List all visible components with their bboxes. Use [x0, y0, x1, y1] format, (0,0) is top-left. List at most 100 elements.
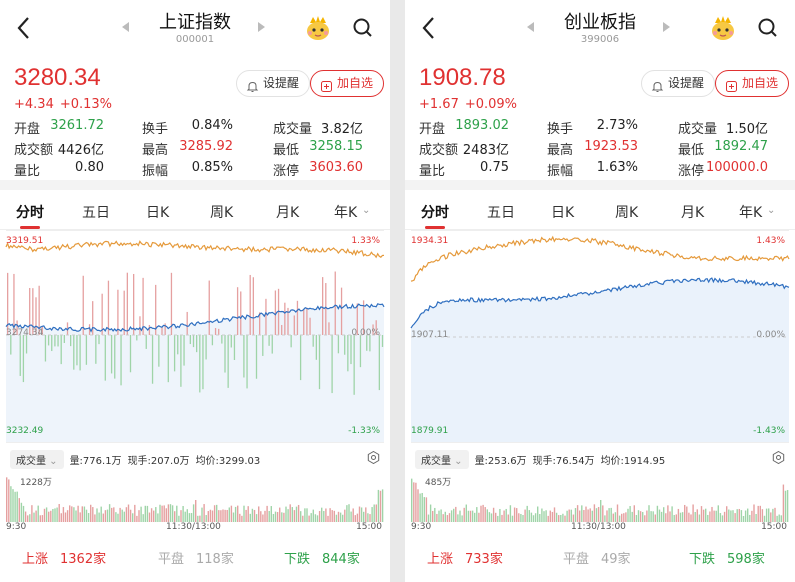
- settings-gear-icon[interactable]: [772, 450, 785, 465]
- add-watchlist-label: 加自选: [337, 76, 374, 90]
- volume-bar: [585, 506, 587, 522]
- change-amount: +1.67: [419, 97, 459, 112]
- time-close: 15:00: [356, 522, 382, 532]
- add-watchlist-button[interactable]: 加自选: [715, 70, 790, 97]
- volume-bar: [757, 505, 759, 522]
- volume-select-button[interactable]: 成交量 ⌄: [10, 450, 64, 469]
- set-alert-button[interactable]: 设提醒: [641, 70, 716, 97]
- tab-period[interactable]: 月K: [276, 205, 300, 221]
- volume-bar: [520, 513, 522, 522]
- volume-bar: [29, 514, 31, 522]
- volume-chart-svg: [411, 478, 789, 522]
- volume-bar: [58, 504, 60, 522]
- back-arrow-icon[interactable]: [12, 14, 36, 42]
- tab-period[interactable]: 分时: [16, 205, 44, 221]
- volume-bar: [770, 512, 772, 522]
- prev-index-icon[interactable]: [122, 22, 129, 32]
- volume-bar: [314, 514, 317, 522]
- volume-bar: [530, 512, 533, 522]
- prev-index-icon[interactable]: [527, 22, 534, 32]
- volume-bar: [253, 509, 256, 522]
- volume-bar: [740, 510, 743, 522]
- index-title: 创业板指: [564, 12, 636, 33]
- stat-label: 开盘: [14, 122, 41, 137]
- volume-select-button[interactable]: 成交量 ⌄: [415, 450, 469, 469]
- volume-bar: [108, 504, 111, 522]
- volume-bar: [679, 512, 682, 522]
- volume-bar: [665, 513, 667, 522]
- volume-bar: [751, 510, 753, 522]
- volume-bar: [673, 514, 675, 522]
- volume-bar: [610, 507, 612, 522]
- volume-bar: [772, 508, 774, 522]
- tab-period[interactable]: 月K: [681, 205, 705, 221]
- tick-bar: [22, 335, 25, 383]
- volume-bar: [551, 511, 554, 522]
- set-alert-button[interactable]: 设提醒: [236, 70, 311, 97]
- mascot-icon[interactable]: [304, 14, 332, 42]
- volume-bar: [205, 515, 207, 522]
- volume-bar: [461, 515, 463, 522]
- tab-period[interactable]: 周K: [210, 205, 234, 221]
- volume-bar: [211, 510, 214, 522]
- volume-bar: [736, 509, 738, 522]
- tab-period[interactable]: 五日: [82, 205, 110, 221]
- tick-bar: [246, 335, 248, 389]
- chevron-down-icon: ⌄: [451, 456, 463, 467]
- top-header: 上证指数 000001: [0, 0, 390, 56]
- tab-period[interactable]: 日K: [146, 205, 170, 221]
- volume-bar: [432, 510, 434, 522]
- tick-bar: [369, 335, 371, 352]
- chevron-down-icon[interactable]: ⌄: [767, 205, 776, 216]
- next-index-icon[interactable]: [258, 22, 265, 32]
- volume-bar: [448, 513, 451, 522]
- volume-bar: [209, 509, 212, 522]
- volume-bar: [421, 492, 423, 522]
- tab-period[interactable]: 年K: [334, 205, 358, 221]
- volume-bar: [98, 512, 100, 522]
- mascot-icon[interactable]: [709, 14, 737, 42]
- volume-bar: [8, 479, 10, 522]
- volume-bar: [774, 507, 776, 522]
- volume-bar: [134, 504, 136, 522]
- axis-mid-right: 0.00%: [756, 330, 785, 340]
- volume-bar: [560, 515, 562, 522]
- axis-top-left: 3319.51: [6, 236, 44, 246]
- bell-icon: [246, 77, 259, 92]
- tab-period[interactable]: 五日: [487, 205, 515, 221]
- tab-period[interactable]: 周K: [615, 205, 639, 221]
- tab-period[interactable]: 日K: [551, 205, 575, 221]
- volume-bar: [465, 504, 467, 522]
- tick-bar: [240, 291, 242, 335]
- volume-bar: [434, 507, 436, 522]
- settings-gear-icon[interactable]: [367, 450, 380, 465]
- volume-bar: [104, 510, 107, 522]
- tick-bar: [57, 335, 59, 347]
- avg-area: [6, 303, 384, 443]
- tab-period[interactable]: 年K: [739, 205, 763, 221]
- tick-bar: [189, 335, 191, 345]
- tick-bar: [10, 335, 12, 355]
- volume-bar: [274, 511, 277, 522]
- tick-bar: [196, 335, 198, 353]
- back-arrow-icon[interactable]: [417, 14, 441, 42]
- tick-bar: [344, 335, 346, 355]
- volume-bar: [69, 505, 71, 522]
- tick-bar: [29, 287, 31, 335]
- volume-bar: [102, 513, 104, 522]
- chevron-down-icon[interactable]: ⌄: [362, 205, 371, 216]
- search-icon[interactable]: [351, 16, 375, 40]
- next-index-icon[interactable]: [663, 22, 670, 32]
- tab-period[interactable]: 分时: [421, 205, 449, 221]
- search-icon[interactable]: [756, 16, 780, 40]
- volume-now: 现手:76.54万: [532, 456, 595, 467]
- tick-bar: [73, 335, 75, 370]
- avg-price-line: [5, 303, 385, 333]
- volume-bar: [744, 510, 747, 522]
- volume-bar: [690, 514, 692, 522]
- tick-bar: [167, 335, 169, 383]
- volume-bar: [717, 505, 719, 522]
- volume-bar: [522, 515, 524, 522]
- add-watchlist-button[interactable]: 加自选: [310, 70, 385, 97]
- volume-bar: [272, 514, 275, 522]
